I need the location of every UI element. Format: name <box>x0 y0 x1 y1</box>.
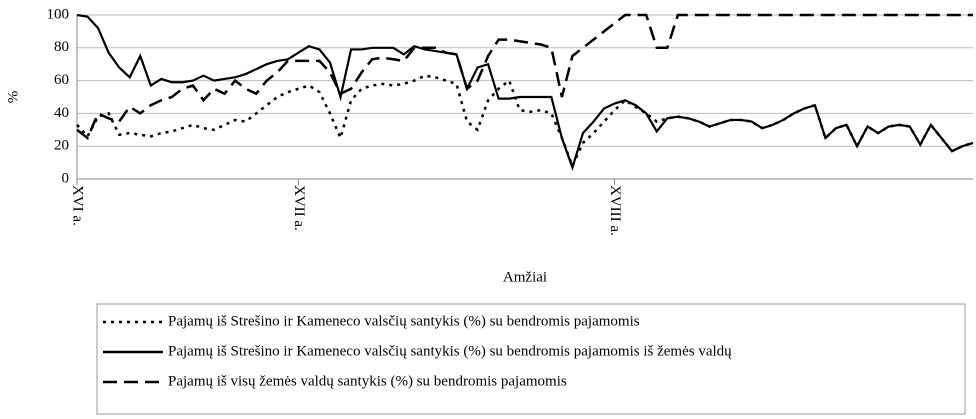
y-tick-label: 20 <box>54 138 69 154</box>
x-tick-label: XVIII a. <box>607 185 623 236</box>
x-tick-label: XVI a. <box>70 185 86 226</box>
legend-label: Pajamų iš Strešino ir Kameneco valsčių s… <box>168 343 732 359</box>
series-line <box>76 13 974 172</box>
y-tick-label: 40 <box>54 105 69 121</box>
y-tick-label: 0 <box>62 170 70 186</box>
legend-label: Pajamų iš Strešino ir Kameneco valsčių s… <box>168 313 640 329</box>
y-axis-label: % <box>5 91 21 104</box>
y-tick-label: 60 <box>54 72 69 88</box>
x-tick-label: XVII a. <box>291 185 307 231</box>
legend-label: Pajamų iš visų žemės valdų santykis (%) … <box>168 373 567 389</box>
series-line <box>76 74 974 170</box>
series-line <box>76 13 973 140</box>
x-axis-label: Amžiai <box>503 269 547 285</box>
y-tick-label: 80 <box>54 39 69 55</box>
legend-box <box>96 303 966 415</box>
y-tick-label: 100 <box>47 6 70 22</box>
